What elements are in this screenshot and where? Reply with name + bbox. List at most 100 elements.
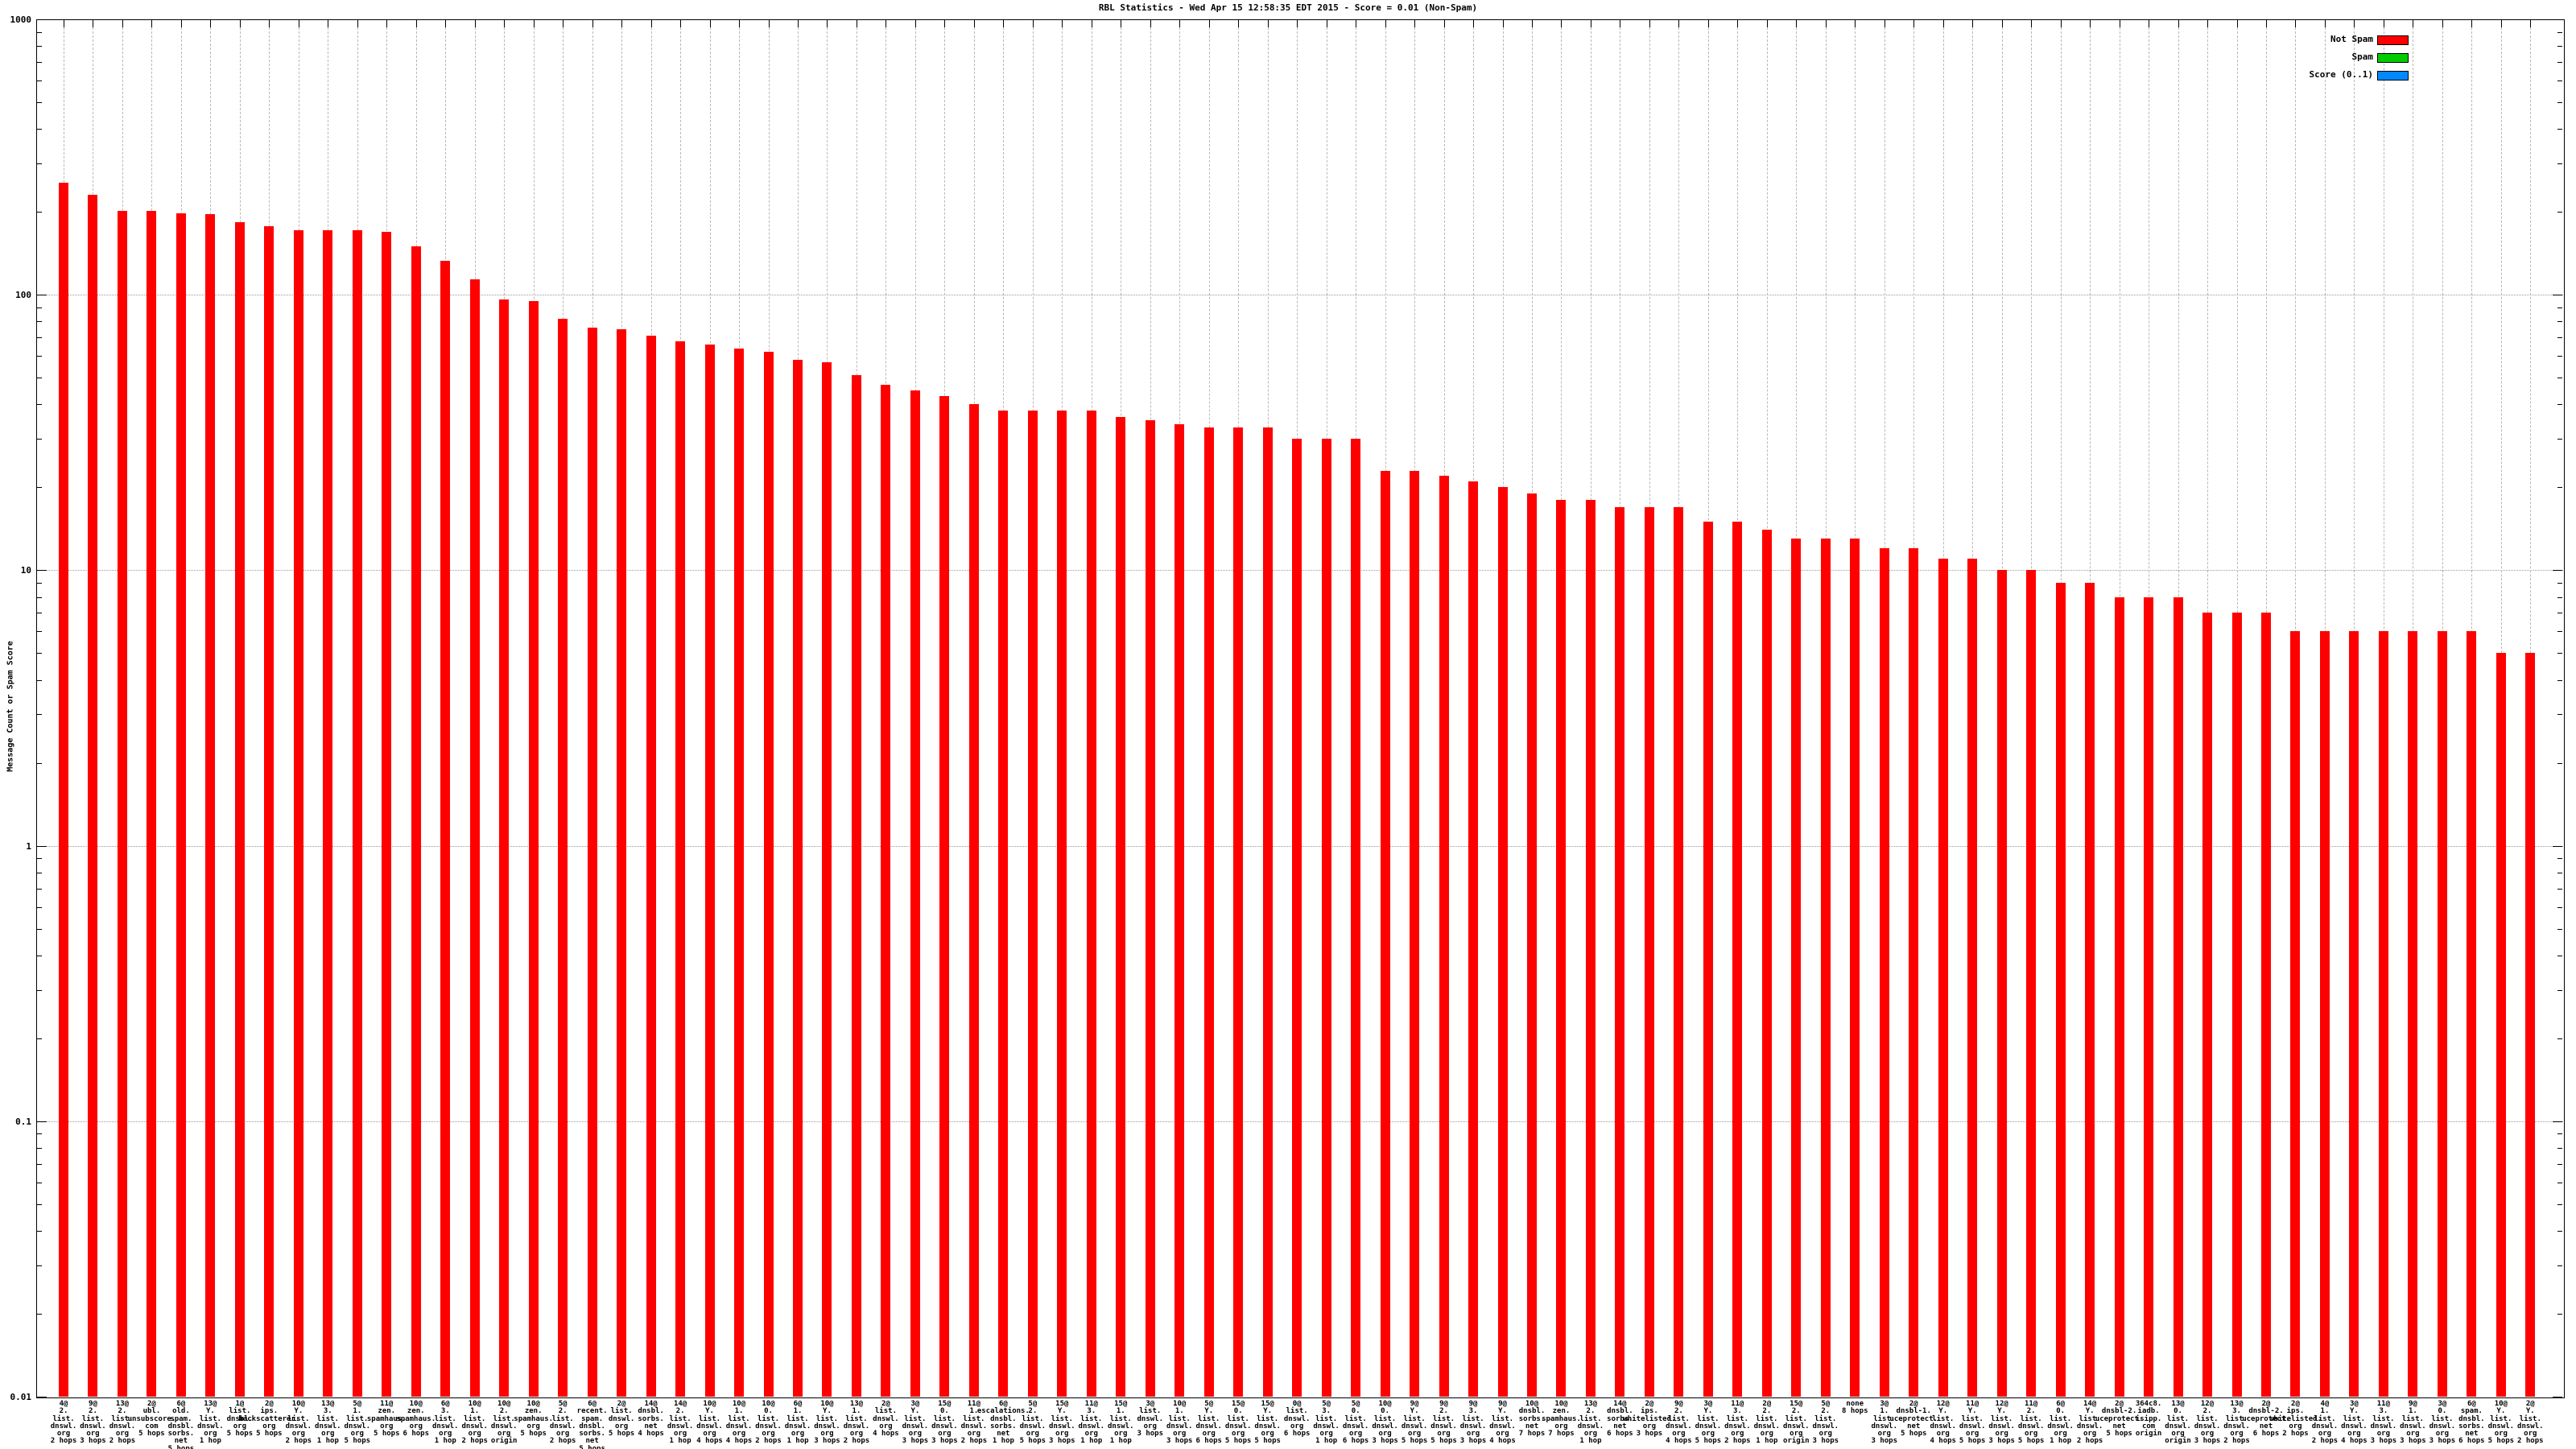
bar (2114, 597, 2124, 1397)
x-top-tick (2031, 20, 2033, 27)
y-minor-tick (37, 1230, 42, 1232)
bar (704, 344, 715, 1397)
bar (1410, 470, 1420, 1397)
x-tick-label: 11@ 1. list. dnswl. org 2 hops (960, 1400, 988, 1446)
y-minor-tick (2557, 337, 2562, 339)
bar (1791, 539, 1802, 1397)
x-tick-label: 6@ escalations. dnsbl. sorbs. net 1 hop (976, 1400, 1030, 1446)
x-top-tick (827, 20, 828, 27)
y-minor-tick (2557, 714, 2562, 716)
x-top-tick (2500, 20, 2502, 27)
x-tick-label: 10@ Y. list. dnswl. org 5 hops (2487, 1400, 2515, 1446)
x-tick-label: 11@ 2. list. dnswl. org 5 hops (2017, 1400, 2045, 1446)
y-minor-tick (2557, 212, 2562, 213)
x-top-tick (239, 20, 241, 27)
x-tick-label: 6@ 1. list. dnswl. org 1 hop (784, 1400, 811, 1446)
x-tick-label: 6@ 0. list. dnswl. org 1 hop (2047, 1400, 2074, 1446)
bar (528, 300, 539, 1397)
x-tick-label: 2@ list. dnswl. org 4 hops (873, 1400, 899, 1439)
x-top-tick (1707, 20, 1709, 27)
bar (822, 361, 832, 1397)
y-minor-tick (37, 653, 42, 654)
y-minor-tick (2557, 679, 2562, 681)
x-tick-label: 15@ 1. list. dnswl. org 1 hop (1108, 1400, 1134, 1446)
y-minor-tick (37, 31, 42, 33)
bar (264, 225, 275, 1397)
x-tick-label: 2@ Y. list. dnswl. org 2 hops (2517, 1400, 2544, 1446)
bar (2467, 631, 2477, 1397)
y-minor-tick (37, 439, 42, 440)
score-color-swatch (2377, 71, 2409, 80)
y-major-tick (2553, 570, 2562, 572)
x-tick-label: 13@ 3. list. dnswl. org 2 hops (2223, 1400, 2250, 1446)
y-tick-label: 1 (26, 840, 31, 852)
y-tick-label: 10 (20, 565, 31, 576)
x-top-tick (1032, 20, 1034, 27)
x-top-tick (973, 20, 975, 27)
x-top-tick (1766, 20, 1768, 27)
bar (2231, 613, 2242, 1397)
x-top-tick (1267, 20, 1269, 27)
bar (59, 183, 68, 1397)
bar (1262, 427, 1273, 1397)
x-tick-label: 2@ dnsbl-2. uceprotect. net 5 hops (2095, 1400, 2144, 1439)
bar (88, 195, 98, 1397)
x-tick-label: 10@ Y. list. dnswl. org 3 hops (814, 1400, 840, 1446)
y-minor-tick (37, 80, 42, 81)
x-top-tick (533, 20, 535, 27)
bar (939, 395, 950, 1397)
x-tick-label: 5@ 0. list. dnswl. org 6 hops (1342, 1400, 1369, 1446)
bar (1057, 410, 1067, 1397)
bar (1203, 427, 1214, 1397)
y-minor-tick (2557, 31, 2562, 33)
y-minor-tick (2557, 102, 2562, 103)
bar (1820, 539, 1831, 1397)
x-top-tick (914, 20, 916, 27)
y-minor-tick (2557, 1038, 2562, 1039)
bar (382, 232, 392, 1397)
x-top-tick (2530, 20, 2532, 27)
x-top-tick (650, 20, 652, 27)
x-tick-label: none 8 hops (1842, 1400, 1868, 1416)
x-top-tick (2001, 20, 2003, 27)
bar (1527, 493, 1537, 1397)
y-minor-tick (37, 212, 42, 213)
bar (293, 230, 303, 1397)
x-top-tick (1208, 20, 1210, 27)
x-tick-label: 9@ 2. list. dnswl. org 5 hops (1430, 1400, 1457, 1446)
y-major-tick (37, 1121, 47, 1122)
x-top-tick (2266, 20, 2267, 27)
x-tick-label: 15@ 2. list. dnswl. org origin (1783, 1400, 1810, 1446)
x-top-tick (2442, 20, 2443, 27)
x-top-tick (2471, 20, 2473, 27)
x-tick-label: 14@ dnsbl. sorbs. net 6 hops (1607, 1400, 1633, 1439)
x-top-tick (709, 20, 711, 27)
x-tick-label: 15@ Y. list. dnswl. org 3 hops (1049, 1400, 1075, 1446)
x-top-tick (1297, 20, 1298, 27)
y-minor-tick (37, 583, 42, 584)
bar (2261, 613, 2271, 1397)
x-tick-label: 13@ Y. list. dnswl. org 1 hop (197, 1400, 224, 1446)
y-minor-tick (37, 1265, 42, 1266)
x-top-tick (1855, 20, 1856, 27)
y-minor-tick (37, 1133, 42, 1135)
y-minor-tick (2557, 653, 2562, 654)
y-minor-tick (2557, 321, 2562, 323)
y-minor-tick (37, 337, 42, 339)
x-tick-label: 9@ 2. list. dnswl. org 3 hops (80, 1400, 106, 1446)
x-tick-label: 14@ Y. list. dnswl. org 2 hops (2076, 1400, 2103, 1446)
y-minor-tick (37, 356, 42, 357)
bar (1879, 548, 1889, 1397)
bar (587, 327, 597, 1397)
x-tick-label: 10@ dnsbl. sorbs. net 7 hops (1518, 1400, 1546, 1439)
y-minor-tick (37, 1147, 42, 1149)
x-tick-label: 2@ dnsbl-1. uceprotect. net 5 hops (1889, 1400, 1938, 1439)
x-tick-label: 12@ 2. list. dnswl. org 3 hops (2194, 1400, 2221, 1446)
x-tick-label: 0@ list. dnswl. org 6 hops (1283, 1400, 1311, 1439)
y-minor-tick (2557, 487, 2562, 489)
y-minor-tick (2557, 1163, 2562, 1165)
y-minor-tick (2557, 1203, 2562, 1205)
y-major-tick (2553, 1121, 2562, 1122)
y-minor-tick (2557, 928, 2562, 930)
